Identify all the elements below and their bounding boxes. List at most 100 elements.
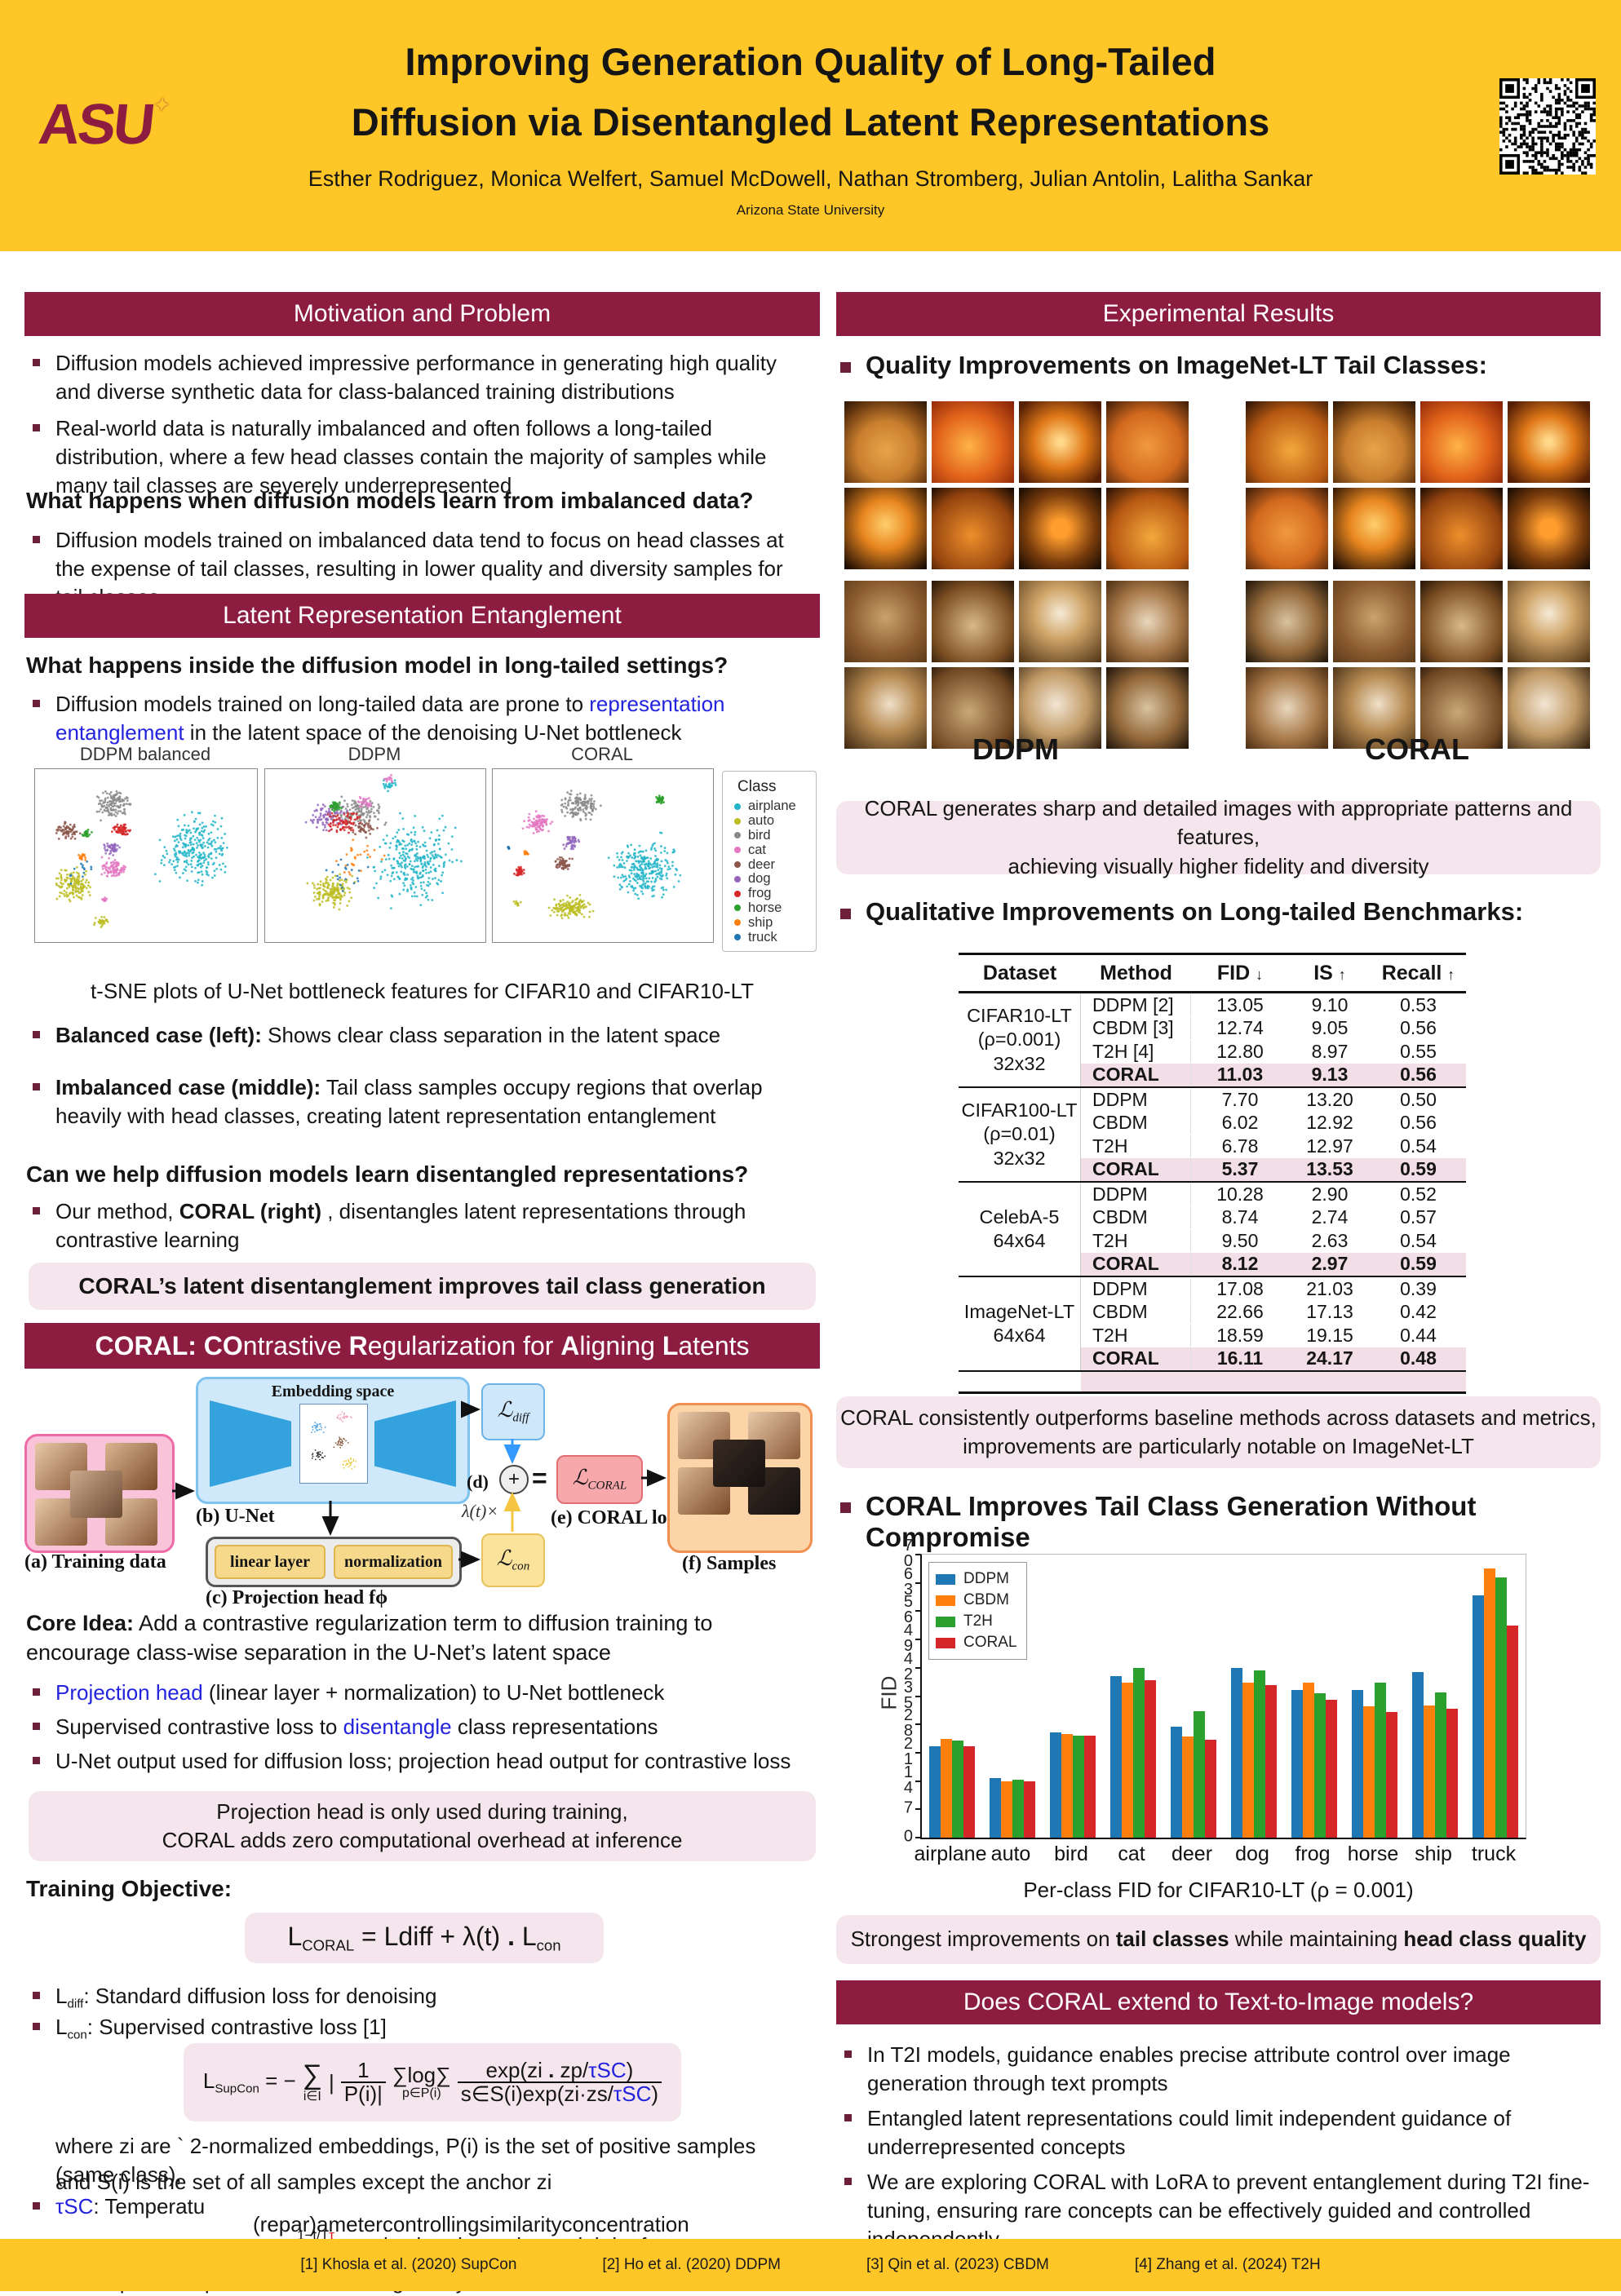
bullet-icon [840, 1502, 851, 1513]
tsne-legend-item: ship [729, 915, 809, 930]
dataset-cell: CIFAR100-LT (ρ=0.01) 32x32 [959, 1088, 1081, 1181]
bar-ddpm-deer [1171, 1726, 1182, 1838]
x-tick-label: bird [1054, 1843, 1088, 1865]
fid-cell: 5.37 [1221, 1158, 1259, 1180]
dataset-cell: CIFAR10-LT (ρ=0.001) 32x32 [959, 993, 1081, 1086]
disentangled-question: Can we help diffusion models learn disen… [26, 1161, 749, 1187]
callout-fidelity-line1: CORAL generates sharp and detailed image… [864, 796, 1573, 850]
bar-t2h-frog [1314, 1692, 1326, 1838]
x-tick-label: deer [1171, 1843, 1213, 1865]
recall-cell: 0.56 [1400, 1064, 1437, 1086]
recall-cell: 0.55 [1400, 1040, 1437, 1062]
tsne-legend-item: bird [729, 828, 809, 843]
col-dataset: Dataset [982, 961, 1057, 984]
benchmark-table: Dataset Method FID ↓ IS ↑ Recall ↑ CIFAR10-LT… [959, 953, 1466, 1394]
poster-title-line2: Diffusion via Disentangled Latent Repres… [351, 100, 1270, 144]
supcon-formula-box: LSupCon = − ∑ i∈I | 1 P(i)| ∑log∑ p∈P(i) ex… [184, 2043, 681, 2121]
formula-text: LCORAL = Ldiff + λ(t) . Lcon [287, 1921, 561, 1954]
recall-cell: 0.52 [1400, 1183, 1437, 1205]
x-tick-label: dog [1235, 1843, 1269, 1865]
callout-outperforms: CORAL consistently outperforms baseline … [836, 1396, 1601, 1468]
bullet-icon [33, 1688, 40, 1696]
motivation-bullet-1-text: Diffusion models achieved impressive per… [55, 351, 777, 405]
bar-t2h-dog [1254, 1670, 1265, 1838]
bar-cbdm-cat [1122, 1683, 1133, 1838]
is-cell: 12.92 [1306, 1112, 1353, 1134]
dataset-cell: ImageNet-LT 64x64 [959, 1277, 1081, 1370]
footer-references: [1] Khosla et al. (2020) SupCon [2] Ho et… [0, 2239, 1621, 2291]
chart-legend-item: CORAL [936, 1632, 1016, 1653]
method-cell: T2H [1081, 1324, 1191, 1347]
motivation-bullet-3: Diffusion models trained on imbalanced d… [33, 526, 808, 612]
t2i-bullet-1: In T2I models, guidance enables precise … [844, 2041, 1599, 2098]
bullet-icon [33, 359, 40, 366]
table-group: ImageNet-LT 64x64 DDPM 17.08 21.03 0.39 CBDM 22… [959, 1277, 1466, 1372]
x-tick-label: ship [1415, 1843, 1452, 1865]
method-cell: DDPM [1081, 1183, 1191, 1206]
x-tick-label: auto [990, 1843, 1031, 1865]
training-face-images [27, 1436, 172, 1551]
normalization-box: normalization [334, 1545, 453, 1579]
bar-t2h-deer [1194, 1710, 1205, 1838]
bullet-icon [33, 2202, 40, 2210]
normalization-label: normalization [344, 1552, 442, 1571]
callout-disentanglement-text: CORAL’s latent disentanglement improves … [78, 1273, 766, 1298]
table-row: CORAL 8.12 2.97 0.59 [1081, 1252, 1466, 1276]
bar-group-ship [1405, 1555, 1465, 1838]
y-tick-mark [915, 1695, 920, 1697]
t2i-bullet-1-text: In T2I models, guidance enables precise … [867, 2042, 1511, 2096]
qr-code [1499, 78, 1596, 175]
tsne-legend-item: deer [729, 857, 809, 872]
table-row: DDPM 17.08 21.03 0.39 [1081, 1277, 1466, 1301]
bullet-icon [33, 1207, 40, 1214]
balanced-bullet-text: Balanced case (left): Shows clear class … [55, 1023, 721, 1047]
lcon-bullet-text: Lcon: Supervised contrastive loss [1] [55, 2015, 387, 2042]
fid-cell: 11.03 [1216, 1064, 1264, 1086]
legend-color-dot [734, 847, 741, 854]
chart-caption: Per-class FID for CIFAR10-LT (ρ = 0.001) [1023, 1878, 1414, 1902]
face-image [713, 1440, 765, 1487]
section-entanglement-title: Latent Representation Entanglement [223, 602, 622, 629]
coral-loss-label: (e) CORAL loss [551, 1507, 683, 1528]
generated-image [1106, 667, 1189, 749]
section-coral-header: CORAL: COntrastive Regularization for Al… [24, 1323, 820, 1369]
frac-num: exp(zi . zp/τSC) [485, 2057, 634, 2082]
legend-color-dot [734, 875, 741, 883]
recall-cell: 0.54 [1400, 1229, 1437, 1251]
supcon-frac2: exp(zi . zp/τSC) s∈S(i)exp(zi·zs/τSC) [457, 2057, 662, 2106]
dataset-cell: CelebA-5 64x64 [959, 1183, 1081, 1276]
bar-ddpm-ship [1412, 1671, 1424, 1838]
projection-head-box: linear layer normalization [206, 1537, 462, 1587]
x-tick-label: horse [1347, 1843, 1399, 1865]
y-tick-label: 7 [903, 1798, 913, 1817]
tsne-legend-item: airplane [729, 799, 809, 814]
supcon-bar: | [328, 2069, 334, 2095]
bar-group-deer [1163, 1555, 1224, 1838]
is-cell: 17.13 [1306, 1301, 1353, 1323]
y-tick-mark [915, 1837, 920, 1838]
generated-image [844, 667, 927, 749]
bar-coral-ship [1446, 1709, 1458, 1838]
qualitative-heading-text: Qualitative Improvements on Long-tailed … [866, 897, 1524, 926]
section-motivation-header: Motivation and Problem [24, 292, 820, 336]
bullet-icon [844, 2114, 852, 2121]
generated-image [1246, 401, 1328, 483]
method-cell: DDPM [1081, 1088, 1191, 1111]
bar-ddpm-frog [1291, 1690, 1303, 1838]
bar-group-cat [1103, 1555, 1163, 1838]
coral-bullet-1-text: Projection head (linear layer + normaliz… [55, 1680, 665, 1705]
table-row: DDPM 10.28 2.90 0.52 [1081, 1183, 1466, 1206]
bar-cbdm-deer [1182, 1736, 1194, 1838]
header-band [0, 0, 1621, 251]
is-cell: 13.20 [1306, 1088, 1353, 1110]
quality-heading: Quality Improvements on ImageNet-LT Tail… [840, 351, 1599, 380]
entanglement-bullet-1: Diffusion models trained on long-tailed … [33, 690, 808, 747]
unet-label: (b) U-Net [196, 1506, 275, 1527]
face-image [70, 1471, 122, 1518]
generated-image [1420, 488, 1503, 569]
is-cell: 2.97 [1311, 1253, 1349, 1275]
y-tick-label: 35 [903, 1678, 913, 1712]
legend-color-dot [734, 934, 741, 941]
sum-glyph: ∑log∑ [392, 2063, 451, 2087]
chart-heading-text: CORAL Improves Tail Class Generation Wit… [866, 1491, 1477, 1552]
